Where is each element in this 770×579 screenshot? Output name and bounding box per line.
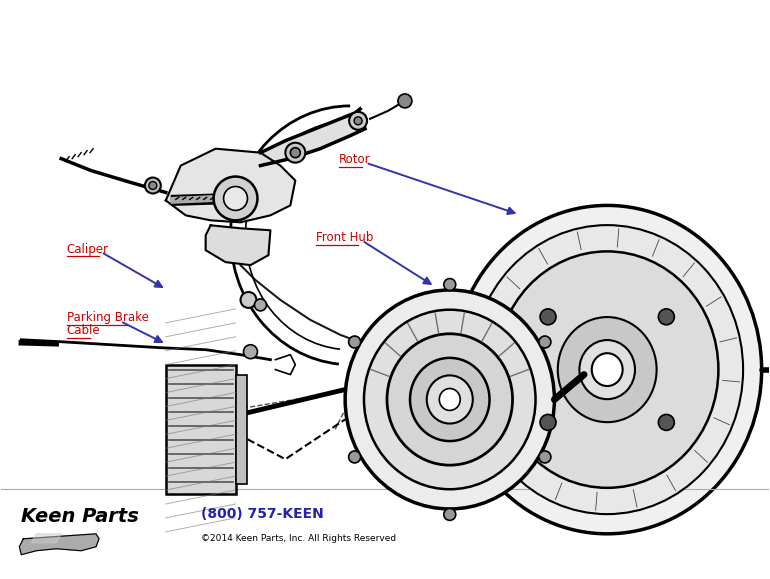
Circle shape bbox=[349, 336, 360, 348]
Circle shape bbox=[145, 178, 161, 193]
Ellipse shape bbox=[387, 334, 513, 465]
Text: Caliper: Caliper bbox=[66, 243, 109, 256]
Ellipse shape bbox=[240, 292, 256, 308]
Polygon shape bbox=[19, 534, 99, 555]
Circle shape bbox=[290, 148, 300, 157]
Text: Parking Brake: Parking Brake bbox=[66, 311, 149, 324]
Text: Front Hub: Front Hub bbox=[316, 231, 373, 244]
Ellipse shape bbox=[471, 225, 743, 514]
Ellipse shape bbox=[223, 186, 247, 210]
Text: (800) 757-KEEN: (800) 757-KEEN bbox=[201, 507, 323, 521]
Text: Cable: Cable bbox=[66, 324, 100, 337]
Ellipse shape bbox=[410, 358, 490, 441]
Ellipse shape bbox=[427, 375, 473, 424]
Bar bbox=[166, 365, 236, 494]
Circle shape bbox=[354, 117, 362, 125]
Ellipse shape bbox=[557, 317, 657, 422]
Polygon shape bbox=[260, 109, 365, 166]
Ellipse shape bbox=[364, 310, 536, 489]
Bar bbox=[236, 375, 247, 484]
Polygon shape bbox=[166, 149, 296, 222]
Ellipse shape bbox=[453, 206, 762, 534]
Circle shape bbox=[349, 112, 367, 130]
Circle shape bbox=[539, 451, 551, 463]
Circle shape bbox=[286, 142, 305, 163]
Text: Keen Parts: Keen Parts bbox=[22, 507, 139, 526]
Circle shape bbox=[540, 309, 556, 325]
Ellipse shape bbox=[254, 299, 266, 311]
Text: ©2014 Keen Parts, Inc. All Rights Reserved: ©2014 Keen Parts, Inc. All Rights Reserv… bbox=[201, 534, 396, 543]
Ellipse shape bbox=[345, 290, 554, 509]
Ellipse shape bbox=[579, 340, 635, 399]
Ellipse shape bbox=[213, 177, 257, 221]
Ellipse shape bbox=[496, 251, 718, 488]
Circle shape bbox=[243, 345, 257, 358]
Polygon shape bbox=[206, 225, 270, 265]
Circle shape bbox=[149, 182, 157, 189]
Ellipse shape bbox=[440, 389, 460, 411]
Polygon shape bbox=[32, 534, 61, 543]
Text: Rotor: Rotor bbox=[339, 153, 370, 166]
Ellipse shape bbox=[592, 353, 623, 386]
Circle shape bbox=[444, 278, 456, 291]
Circle shape bbox=[398, 94, 412, 108]
Circle shape bbox=[444, 508, 456, 521]
Circle shape bbox=[349, 451, 360, 463]
Circle shape bbox=[658, 309, 675, 325]
Circle shape bbox=[539, 336, 551, 348]
Circle shape bbox=[540, 415, 556, 430]
Circle shape bbox=[658, 415, 675, 430]
